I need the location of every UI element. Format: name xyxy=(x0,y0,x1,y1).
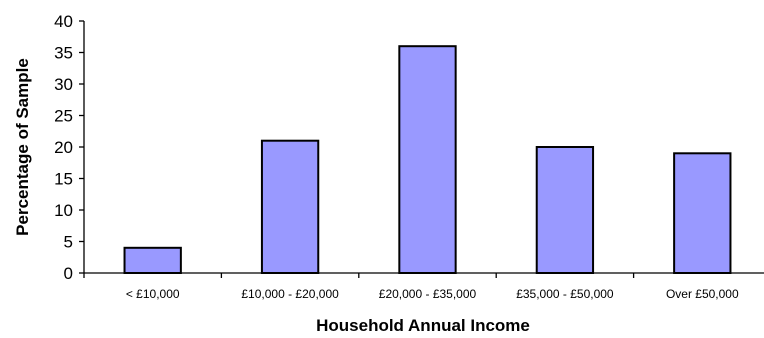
y-tick-label-3: 15 xyxy=(54,170,73,189)
y-axis-title: Percentage of Sample xyxy=(13,58,32,236)
y-tick-label-2: 10 xyxy=(54,201,73,220)
x-category-label-0: < £10,000 xyxy=(126,287,180,301)
y-tick-label-7: 35 xyxy=(54,44,73,63)
y-tick-label-0: 0 xyxy=(64,264,73,283)
bar-0 xyxy=(123,246,182,275)
y-tick-label-5: 25 xyxy=(54,107,73,126)
bar-1 xyxy=(260,139,320,274)
y-tick-label-1: 5 xyxy=(64,233,73,252)
y-tick-label-8: 40 xyxy=(54,12,73,31)
x-axis: < £10,000 £10,000 - £20,000 £20,000 - £35,… xyxy=(83,272,764,301)
y-tick-label-4: 20 xyxy=(54,138,73,157)
x-axis-title: Household Annual Income xyxy=(316,316,530,335)
x-category-label-2: £20,000 - £35,000 xyxy=(379,287,477,301)
x-category-label-1: £10,000 - £20,000 xyxy=(241,287,339,301)
bar-3 xyxy=(535,146,595,274)
x-category-label-3: £35,000 - £50,000 xyxy=(516,287,614,301)
x-category-label-4: Over £50,000 xyxy=(666,287,739,301)
bar-4 xyxy=(673,152,732,274)
y-tick-label-6: 30 xyxy=(54,75,73,94)
y-axis: 0 5 10 15 20 25 30 35 40 xyxy=(54,12,85,283)
bars-group xyxy=(123,45,732,275)
bar-2 xyxy=(398,45,457,275)
